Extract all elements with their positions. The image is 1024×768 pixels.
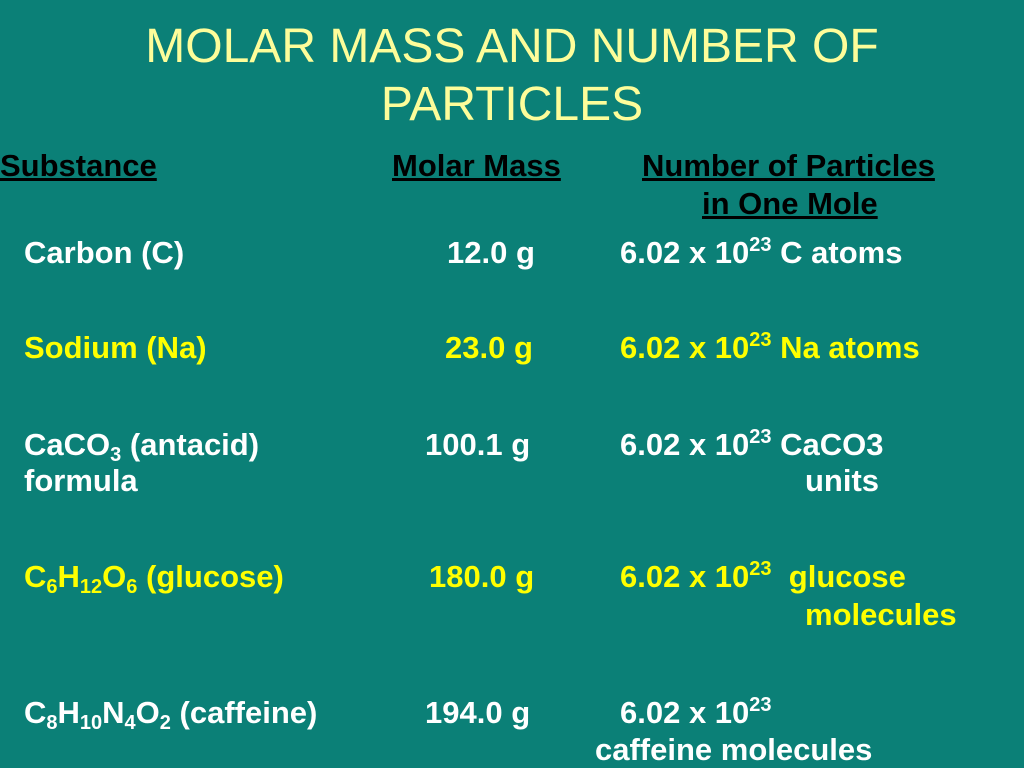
row-sodium-substance: Sodium (Na) — [24, 330, 207, 365]
row-caffeine-particles: 6.02 x 1023 — [620, 694, 772, 730]
slide-title: MOLAR MASS AND NUMBER OF PARTICLES — [0, 18, 1024, 134]
header-particles-line-1: Number of Particles — [642, 148, 935, 183]
row-caco3-substance: CaCO3 (antacid) — [24, 427, 260, 466]
row-glucose-particles: 6.02 x 1023 glucose — [620, 558, 906, 594]
row-glucose-substance: C6H12O6 (glucose) — [24, 559, 284, 598]
row-caffeine-substance: C8H10N4O2 (caffeine) — [24, 695, 318, 734]
title-line-1: MOLAR MASS AND NUMBER OF — [145, 20, 879, 73]
header-particles-line-2: in One Mole — [702, 186, 878, 221]
row-caco3-particles: 6.02 x 1023 CaCO3 — [620, 426, 884, 462]
row-carbon-mass: 12.0 g — [447, 235, 535, 270]
row-sodium-particles: 6.02 x 1023 Na atoms — [620, 329, 920, 365]
row-carbon-substance: Carbon (C) — [24, 235, 185, 270]
row-caco3-mass: 100.1 g — [425, 427, 531, 462]
row-carbon-particles: 6.02 x 1023 C atoms — [620, 234, 903, 270]
header-substance: Substance — [0, 148, 157, 183]
row-caco3-substance-line-2: formula — [24, 463, 138, 498]
title-line-2: PARTICLES — [380, 78, 644, 131]
row-glucose-particles-line-2: molecules — [805, 597, 957, 632]
row-glucose-mass: 180.0 g — [429, 559, 535, 594]
row-sodium-mass: 23.0 g — [445, 330, 533, 365]
header-molar-mass: Molar Mass — [392, 148, 561, 183]
row-caffeine-mass: 194.0 g — [425, 695, 531, 730]
row-caco3-particles-line-2: units — [805, 463, 880, 498]
row-caffeine-particles-line-2: caffeine molecules — [595, 732, 873, 767]
